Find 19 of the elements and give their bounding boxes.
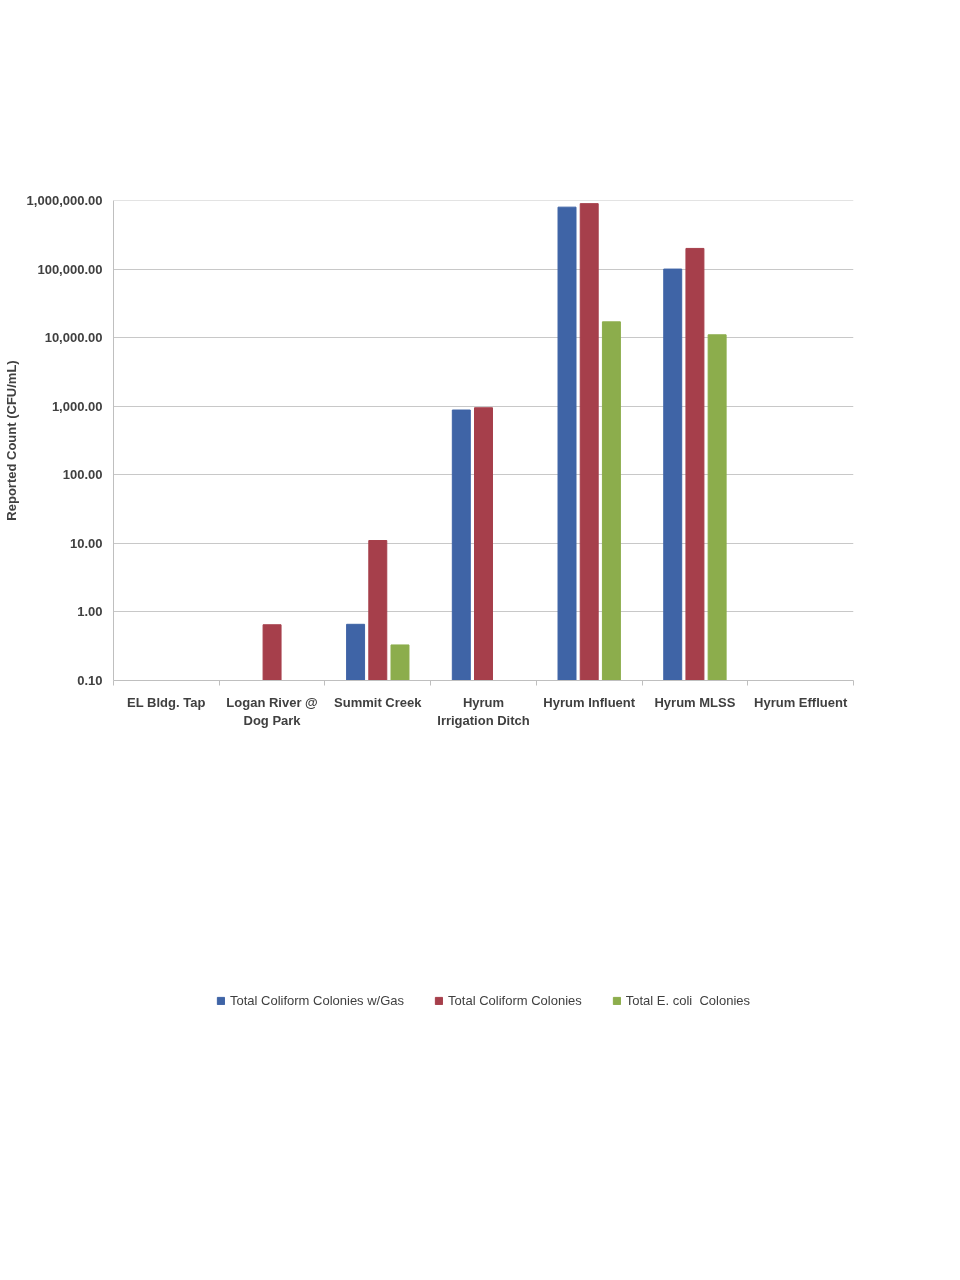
y-tick-label: 1,000.00: [51, 398, 103, 414]
y-tick-label: 10,000.00: [44, 330, 103, 346]
x-tick-label: Hyrum Irrigation Ditch: [437, 694, 530, 728]
legend-label: Total Coliform Colonies w/Gas: [229, 992, 405, 1008]
y-tick-label: 1,000,000.00: [26, 193, 103, 208]
x-tick-label: EL Bldg. Tap: [127, 694, 206, 710]
legend-label: Total E. coli Colonies: [625, 992, 751, 1008]
y-tick-label: 100.00: [62, 467, 103, 483]
y-tick-label: 10.00: [69, 535, 103, 551]
x-tick-label: Hyrum Effluent: [754, 694, 848, 710]
x-tick-label: Hyrum MLSS: [654, 694, 736, 710]
x-tick-label: Hyrum Influent: [543, 694, 636, 710]
y-tick-label: 0.10: [77, 673, 103, 688]
legend-label: Total Coliform Colonies: [448, 992, 582, 1008]
x-tick-label: Summit Creek: [334, 694, 423, 710]
y-tick-label: 100,000.00: [37, 261, 103, 277]
y-tick-label: 1.00: [77, 604, 103, 620]
y-axis-title: Reported Count (CFU/mL): [3, 360, 19, 521]
x-tick-label: Logan River @ Dog Park: [226, 694, 318, 728]
